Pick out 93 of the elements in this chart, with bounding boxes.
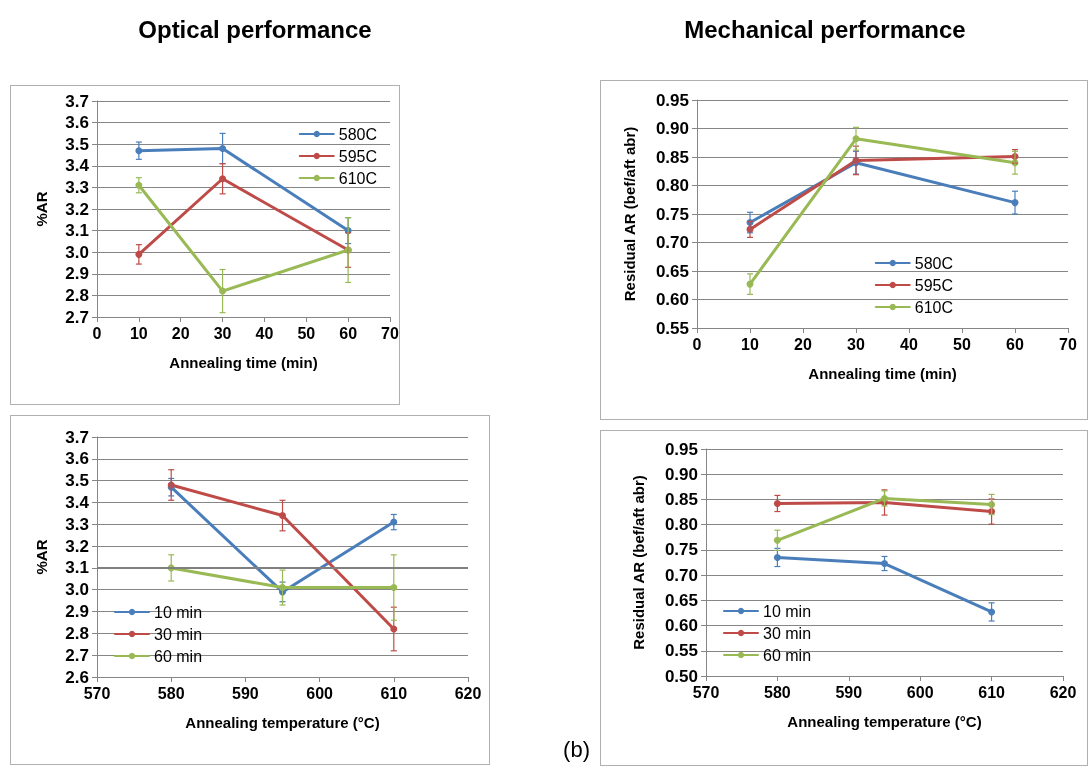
y-tick-label: 0.50 <box>664 666 698 686</box>
x-tick-label: 10 <box>129 324 148 342</box>
y-tick-label: 2.9 <box>65 602 89 622</box>
y-tick-label: 0.55 <box>655 318 689 338</box>
y-tick-label: 0.70 <box>655 233 689 252</box>
x-tick-label: 30 <box>847 335 865 353</box>
y-tick-label: 3.6 <box>65 113 89 133</box>
y-tick-label: 2.9 <box>65 264 89 284</box>
x-axis-title: Annealing time (min) <box>169 354 318 371</box>
legend-label: 10 min <box>154 603 203 621</box>
legend-label: 10 min <box>763 602 812 620</box>
y-tick-label: 0.85 <box>664 489 698 509</box>
x-axis-title: Annealing temperature (°C) <box>185 714 380 731</box>
x-tick-label: 10 <box>741 335 759 353</box>
legend-label: 60 min <box>763 646 812 664</box>
y-tick-label: 3.5 <box>65 471 89 491</box>
x-tick-label: 40 <box>255 324 274 342</box>
y-tick-label: 3.1 <box>65 221 89 241</box>
y-axis-title: Residual AR (bef/aft abr) <box>630 475 647 650</box>
y-tick-label: 0.55 <box>664 641 698 661</box>
y-tick-label: 0.60 <box>655 290 689 309</box>
x-tick-label: 70 <box>1059 335 1077 353</box>
y-tick-label: 3.3 <box>65 514 89 534</box>
y-tick-label: 0.70 <box>664 565 698 585</box>
x-tick-label: 610 <box>380 684 408 702</box>
y-tick-label: 2.7 <box>65 307 89 327</box>
y-tick-label: 3.2 <box>65 199 89 219</box>
y-tick-label: 0.90 <box>664 464 698 484</box>
chart-title: Mechanical performance <box>684 15 966 43</box>
y-axis-title: Residual AR (bef/aft abr) <box>621 126 638 302</box>
x-tick-label: 620 <box>454 684 482 702</box>
y-tick-label: 2.6 <box>65 667 89 687</box>
y-tick-label: 3.4 <box>65 492 90 512</box>
x-axis-title: Annealing temperature (°C) <box>787 713 982 730</box>
x-tick-label: 580 <box>157 684 185 702</box>
y-tick-label: 0.85 <box>655 147 689 167</box>
legend-label: 595C <box>338 147 377 165</box>
x-tick-label: 590 <box>835 683 863 701</box>
legend-label: 580C <box>914 254 953 272</box>
y-tick-label: 3.5 <box>65 134 89 154</box>
y-tick-label: 3.1 <box>65 558 89 578</box>
x-tick-label: 50 <box>953 335 971 353</box>
x-tick-label: 20 <box>794 335 812 353</box>
legend-label: 60 min <box>154 647 203 665</box>
y-tick-label: 0.75 <box>655 204 689 224</box>
y-tick-label: 3.2 <box>65 536 89 556</box>
y-tick-label: 0.90 <box>655 119 689 138</box>
y-tick-label: 0.60 <box>664 616 698 636</box>
chart-title: Optical performance <box>138 15 372 43</box>
y-tick-label: 3.3 <box>65 177 89 197</box>
text: (b) <box>563 736 590 762</box>
x-tick-label: 570 <box>83 684 111 702</box>
y-tick-label: 0.75 <box>664 540 698 560</box>
x-tick-label: 0 <box>92 324 102 342</box>
x-tick-label: 60 <box>339 324 358 342</box>
y-tick-label: 0.95 <box>664 439 698 459</box>
x-tick-label: 40 <box>900 335 918 353</box>
y-axis-title: %AR <box>33 539 50 575</box>
legend-label: 30 min <box>763 624 812 642</box>
legend-label: 610C <box>914 298 953 316</box>
x-tick-label: 600 <box>306 684 334 702</box>
x-axis-title: Annealing time (min) <box>808 365 957 382</box>
y-tick-label: 3.0 <box>65 580 89 600</box>
y-tick-label: 3.0 <box>65 242 89 262</box>
x-tick-label: 60 <box>1006 335 1024 353</box>
legend-label: 580C <box>338 125 377 143</box>
x-tick-label: 30 <box>213 324 232 342</box>
legend-label: 595C <box>914 276 953 294</box>
x-tick-label: 590 <box>232 684 259 702</box>
y-axis-title: %AR <box>33 191 50 227</box>
y-tick-label: 0.80 <box>655 176 689 195</box>
y-tick-label: 2.8 <box>65 623 89 643</box>
x-tick-label: 600 <box>906 683 934 701</box>
y-tick-label: 3.7 <box>65 427 89 447</box>
y-tick-label: 3.7 <box>65 91 89 111</box>
x-tick-label: 20 <box>171 324 190 342</box>
y-tick-label: 0.95 <box>655 90 689 110</box>
y-tick-label: 0.65 <box>655 261 689 281</box>
x-tick-label: 50 <box>297 324 316 342</box>
y-tick-label: 0.80 <box>664 515 698 535</box>
y-tick-label: 2.8 <box>65 285 89 305</box>
y-tick-label: 0.65 <box>664 590 698 610</box>
x-tick-label: 610 <box>978 683 1006 701</box>
y-tick-label: 3.4 <box>65 156 90 176</box>
x-tick-label: 70 <box>381 324 399 342</box>
x-tick-label: 570 <box>692 683 720 701</box>
x-tick-label: 620 <box>1049 683 1077 701</box>
legend-label: 30 min <box>154 625 203 643</box>
y-tick-label: 3.6 <box>65 449 89 469</box>
y-tick-label: 2.7 <box>65 645 89 665</box>
x-tick-label: 580 <box>764 683 791 701</box>
legend-label: 610C <box>338 169 377 187</box>
x-tick-label: 0 <box>692 335 702 353</box>
